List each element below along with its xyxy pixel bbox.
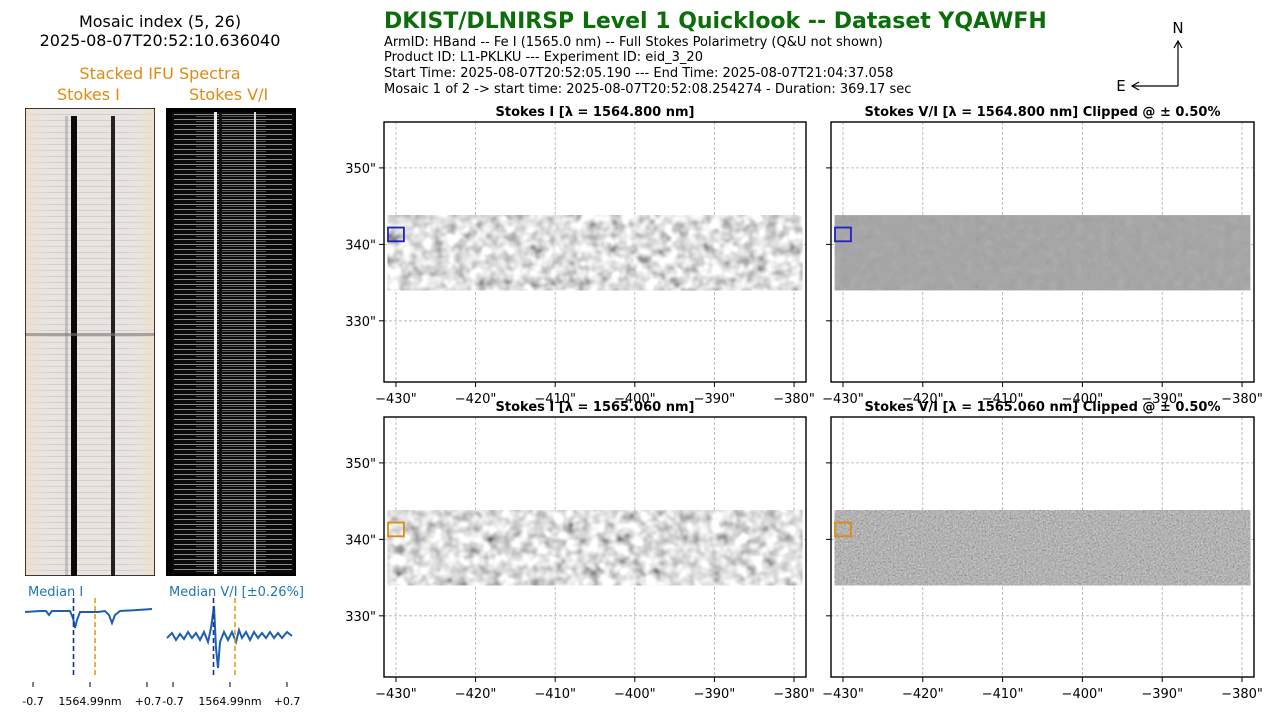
meta-line-product: Product ID: L1-PKLKU --- Experiment ID: … <box>384 50 703 65</box>
mosaic-index-block: Mosaic index (5, 26) 2025-08-07T20:52:10… <box>30 12 290 50</box>
map-frame <box>383 121 807 383</box>
x-tick-label: −390" <box>1141 392 1183 407</box>
x-tick-label: −400" <box>614 687 656 702</box>
median-v-tick-center: 1564.99nm <box>198 695 261 708</box>
map-panel-title: Stokes V/I [λ = 1564.800 nm] Clipped @ ±… <box>865 105 1221 120</box>
y-tick-label: 330" <box>345 315 376 330</box>
meta-line-mosaic: Mosaic 1 of 2 -> start time: 2025-08-07T… <box>384 82 912 97</box>
x-tick-label: −400" <box>614 392 656 407</box>
map-image <box>387 510 803 586</box>
map-marker-box <box>834 226 852 243</box>
x-tick-label: −420" <box>902 687 944 702</box>
x-tick-label: −420" <box>902 392 944 407</box>
median-i-tick-center: 1564.99nm <box>58 695 121 708</box>
x-tick-label: −410" <box>982 687 1024 702</box>
map-image <box>834 215 1251 291</box>
meta-line-arm: ArmID: HBand -- Fe I (1565.0 nm) -- Full… <box>384 35 883 50</box>
map-marker-box <box>387 521 405 538</box>
x-tick-label: −380" <box>1221 687 1263 702</box>
stacked-spectra-title: Stacked IFU Spectra <box>79 64 241 83</box>
x-tick-label: −420" <box>455 392 497 407</box>
x-tick-label: −430" <box>375 392 417 407</box>
median-i-profile <box>24 608 153 629</box>
stokes-v-spectra-label: Stokes V/I <box>189 85 269 104</box>
compass-north-label: N <box>1172 19 1183 37</box>
map-panel-2: −430" −420" −410" −400" −390" −380" Stokes V/I… <box>822 105 1263 407</box>
map-panel-title: Stokes V/I [λ = 1565.060 nm] Clipped @ ±… <box>865 400 1221 415</box>
y-tick-label: 340" <box>345 238 376 253</box>
median-i-tick-right: +0.7 <box>135 695 162 708</box>
x-tick-label: −400" <box>1062 687 1104 702</box>
median-v-tick-left: -0.7 <box>162 695 183 708</box>
x-tick-label: −430" <box>375 687 417 702</box>
mosaic-timestamp: 2025-08-07T20:52:10.636040 <box>39 31 281 50</box>
y-tick-label: 350" <box>345 162 376 177</box>
map-panel-1: −430" −420" −410" −400" −390" −380" 330" 340" 35… <box>345 105 815 407</box>
x-tick-label: −380" <box>1221 392 1263 407</box>
map-frame <box>830 121 1255 383</box>
x-tick-label: −410" <box>534 687 576 702</box>
meta-line-times: Start Time: 2025-08-07T20:52:05.190 --- … <box>384 66 894 81</box>
map-panel-title: Stokes I [λ = 1564.800 nm] <box>496 105 695 120</box>
map-image-tint <box>834 215 1251 291</box>
y-tick-label: 350" <box>345 457 376 472</box>
map-marker-box <box>387 226 405 243</box>
map-panel-4: −430" −420" −410" −400" −390" −380" Stokes V/I… <box>822 400 1263 702</box>
map-frame <box>383 416 807 678</box>
map-panel-3: −430" −420" −410" −400" −390" −380" 330" 340" 35… <box>345 400 815 702</box>
x-tick-label: −390" <box>694 687 736 702</box>
median-profiles: -0.7 1564.99nm +0.7 -0.7 1564.99nm +0.7 <box>22 598 300 708</box>
x-tick-label: −410" <box>982 392 1024 407</box>
median-i-label: Median I <box>28 585 84 600</box>
x-tick-label: −430" <box>822 687 864 702</box>
median-v-tick-right: +0.7 <box>274 695 300 708</box>
median-v-profile <box>166 605 293 669</box>
y-tick-label: 330" <box>345 610 376 625</box>
compass-east-label: E <box>1116 77 1125 95</box>
stokes-v-stacked-spectra <box>166 108 296 576</box>
x-tick-label: −380" <box>773 687 815 702</box>
map-image <box>387 215 803 291</box>
map-panel-title: Stokes I [λ = 1565.060 nm] <box>496 400 695 415</box>
page-title: DKIST/DLNIRSP Level 1 Quicklook -- Datas… <box>384 9 1047 34</box>
map-marker-box <box>834 521 852 538</box>
map-frame <box>830 416 1255 678</box>
median-i-tick-left: -0.7 <box>22 695 43 708</box>
x-tick-label: −390" <box>1141 687 1183 702</box>
map-image <box>834 510 1251 586</box>
stokes-i-spectra-label: Stokes I <box>57 85 120 104</box>
x-tick-label: −410" <box>534 392 576 407</box>
median-v-label: Median V/I [±0.26%] <box>169 585 304 600</box>
x-tick-label: −380" <box>773 392 815 407</box>
x-tick-label: −390" <box>694 392 736 407</box>
y-tick-label: 340" <box>345 533 376 548</box>
x-tick-label: −400" <box>1062 392 1104 407</box>
mosaic-index: Mosaic index (5, 26) <box>78 12 242 31</box>
x-tick-label: −420" <box>455 687 497 702</box>
x-tick-label: −430" <box>822 392 864 407</box>
stokes-i-stacked-spectra <box>25 108 155 576</box>
compass: N E <box>1116 19 1183 95</box>
